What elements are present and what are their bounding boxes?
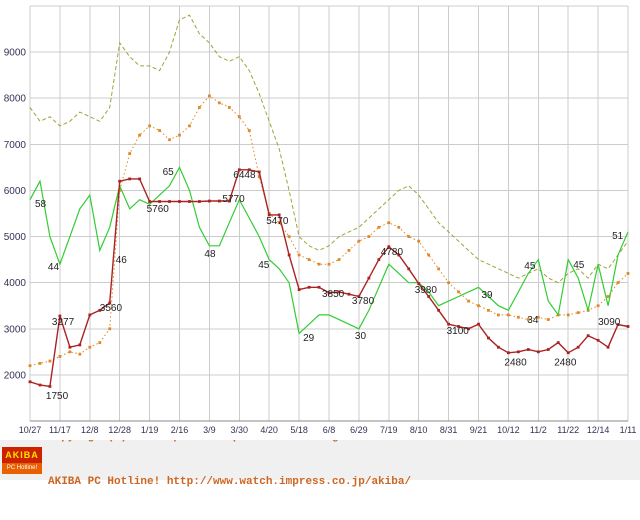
svg-text:3/9: 3/9 [203,425,216,435]
svg-text:8/10: 8/10 [410,425,428,435]
svg-text:3277: 3277 [52,317,75,328]
akiba-logo-subtext: PC Hotline! [2,462,42,474]
svg-text:12/8: 12/8 [81,425,99,435]
svg-text:34: 34 [527,315,539,326]
svg-text:46: 46 [116,255,128,266]
svg-text:51: 51 [612,231,624,242]
svg-text:4780: 4780 [381,247,404,258]
svg-text:4000: 4000 [4,278,27,289]
svg-text:7000: 7000 [4,140,27,151]
svg-text:48: 48 [204,249,216,260]
svg-text:39: 39 [482,290,494,301]
site-url-text: AKIBA PC Hotline! http://www.watch.impre… [48,476,412,488]
svg-text:30: 30 [355,331,367,342]
svg-text:5470: 5470 [266,216,289,227]
svg-text:5760: 5760 [147,204,170,215]
svg-text:11/17: 11/17 [49,425,71,435]
svg-text:5000: 5000 [4,232,27,243]
svg-text:1/11: 1/11 [620,425,637,435]
akiba-price-graph-screen: 2000 3000 4000 5000 6000 7000 8000 9000 10/27 11/… [0,5,640,488]
footer: AKIBA PC Hotline! Copyright(c)2002 impre… [0,431,640,488]
svg-text:5770: 5770 [222,194,245,205]
svg-text:8/31: 8/31 [440,425,458,435]
svg-text:6000: 6000 [4,186,27,197]
svg-text:4/20: 4/20 [260,425,278,435]
svg-text:44: 44 [48,262,60,273]
svg-text:3100: 3100 [447,326,470,337]
svg-text:45: 45 [524,261,536,272]
svg-text:29: 29 [303,333,315,344]
svg-text:3090: 3090 [598,317,621,328]
svg-text:1/19: 1/19 [141,425,159,435]
svg-text:3560: 3560 [100,303,123,314]
svg-text:11/2: 11/2 [530,425,547,435]
svg-text:7/19: 7/19 [380,425,398,435]
svg-text:3/30: 3/30 [231,425,249,435]
svg-text:2000: 2000 [4,370,27,381]
svg-text:10/27: 10/27 [19,425,42,435]
svg-text:45: 45 [258,260,270,271]
price-chart-svg: 2000 3000 4000 5000 6000 7000 8000 9000 10/27 11/… [4,5,637,435]
svg-text:12/14: 12/14 [587,425,610,435]
svg-text:58: 58 [35,199,47,210]
svg-text:2480: 2480 [554,358,577,369]
svg-text:12/28: 12/28 [108,425,131,435]
akiba-logo-text: AKIBA [2,446,42,463]
svg-text:9/21: 9/21 [470,425,488,435]
akiba-logo: AKIBA PC Hotline! [2,446,42,474]
svg-text:3980: 3980 [415,285,438,296]
svg-text:65: 65 [163,167,175,178]
svg-text:3850: 3850 [322,289,345,300]
svg-text:1750: 1750 [46,391,69,402]
svg-text:45: 45 [573,260,585,271]
svg-text:8000: 8000 [4,94,27,105]
svg-text:6448: 6448 [233,170,256,181]
svg-text:5/18: 5/18 [290,425,308,435]
price-chart: 2000 3000 4000 5000 6000 7000 8000 9000 10/27 11/… [3,5,637,435]
svg-text:10/12: 10/12 [497,425,520,435]
svg-text:3780: 3780 [352,296,375,307]
svg-text:6/29: 6/29 [350,425,368,435]
svg-text:9000: 9000 [4,48,27,59]
svg-text:6/8: 6/8 [323,425,336,435]
svg-text:2480: 2480 [504,358,527,369]
svg-text:11/22: 11/22 [557,425,579,435]
svg-text:3000: 3000 [4,324,27,335]
svg-text:2/16: 2/16 [171,425,189,435]
